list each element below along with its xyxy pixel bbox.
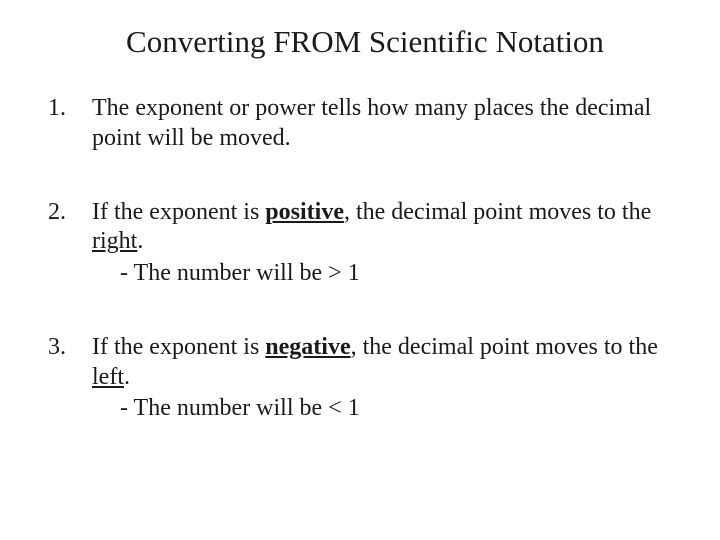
item-text-bold: positive — [265, 199, 344, 225]
item-text-post: . — [124, 364, 130, 390]
item-sub: - The number will be > 1 — [92, 259, 676, 289]
slide-container: Converting FROM Scientific Notation The … — [0, 0, 720, 540]
slide-title: Converting FROM Scientific Notation — [54, 24, 676, 60]
item-sub: - The number will be < 1 — [92, 394, 676, 424]
list-item: The exponent or power tells how many pla… — [44, 94, 676, 154]
item-text-bold: negative — [265, 334, 350, 360]
item-text-underline: left — [92, 364, 124, 390]
item-text-underline: right — [92, 228, 137, 254]
list-item: If the exponent is negative, the decimal… — [44, 333, 676, 424]
ordered-list: The exponent or power tells how many pla… — [44, 94, 676, 424]
list-item: If the exponent is positive, the decimal… — [44, 198, 676, 289]
item-text-pre: If the exponent is — [92, 334, 265, 360]
item-text: The exponent or power tells how many pla… — [92, 95, 651, 151]
item-text-post: . — [137, 228, 143, 254]
item-text-mid: , the decimal point moves to the — [351, 334, 658, 360]
item-text-mid: , the decimal point moves to the — [344, 199, 651, 225]
item-text-pre: If the exponent is — [92, 199, 265, 225]
